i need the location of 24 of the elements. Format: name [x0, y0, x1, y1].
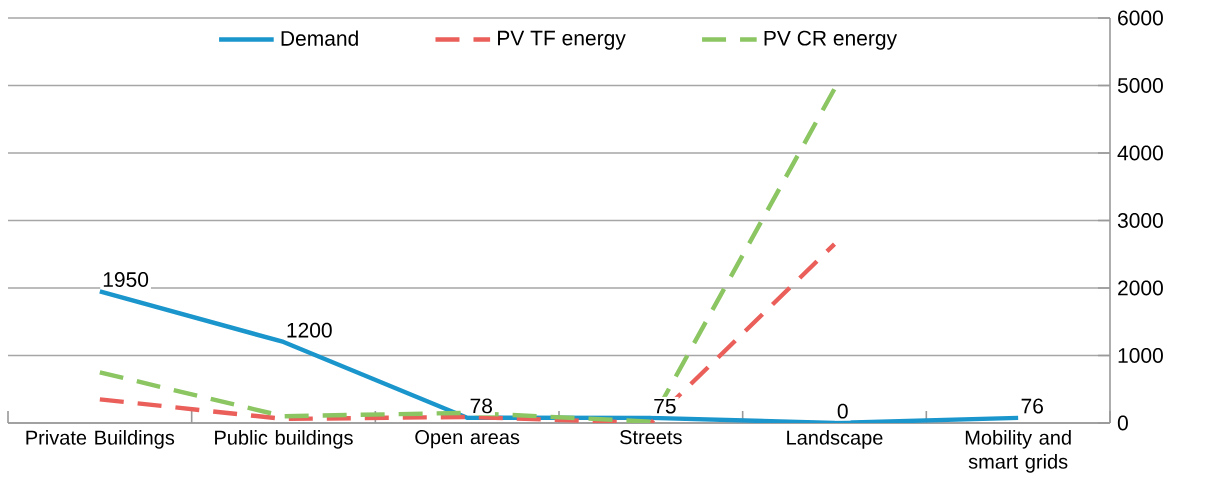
- line-series: [97, 241, 837, 423]
- x-tick-label: Landscape: [787, 430, 883, 449]
- data-label: 78: [470, 398, 492, 414]
- legend-label: Demand: [281, 30, 358, 46]
- x-tick-label: Private Buildings: [26, 430, 175, 449]
- x-tick-label: Public buildings: [215, 430, 353, 449]
- y-tick-label: 4000: [1117, 145, 1163, 161]
- x-tick-label: Streets: [620, 430, 682, 445]
- legend-label: PV CR energy: [764, 30, 898, 50]
- x-tick-label: Open areas: [415, 430, 520, 449]
- x-tick-label: Mobility and smart grids: [965, 430, 1071, 473]
- data-label: 1200: [287, 322, 332, 338]
- legend-label: PV TF energy: [498, 30, 626, 50]
- y-tick-label: 6000: [1118, 10, 1163, 26]
- y-tick-label: 0: [1117, 415, 1128, 431]
- y-tick-label: 2000: [1118, 280, 1163, 296]
- line-series: [97, 86, 837, 423]
- data-label: 76: [1021, 398, 1043, 414]
- data-label: 75: [654, 398, 676, 414]
- y-tick-label: 5000: [1117, 78, 1163, 93]
- y-tick-label: 1000: [1118, 348, 1163, 363]
- y-tick-label: 3000: [1117, 213, 1163, 228]
- data-label: 0: [837, 403, 848, 419]
- data-label: 1950: [103, 272, 149, 287]
